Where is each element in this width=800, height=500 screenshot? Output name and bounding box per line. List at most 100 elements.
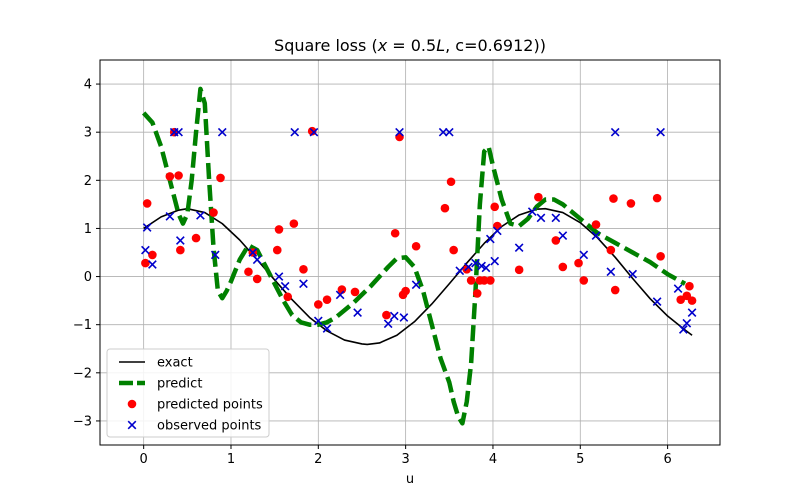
predicted-points-marker (656, 252, 665, 261)
predicted-points-marker (652, 193, 662, 203)
predicted-points-marker (289, 219, 299, 228)
observed-points-marker (299, 279, 308, 289)
predicted-points-marker (244, 267, 253, 277)
predicted-points-marker (685, 281, 694, 291)
predicted-points-marker (490, 202, 500, 212)
predicted-points-marker (606, 245, 616, 255)
observed-points-marker (389, 311, 399, 321)
predicted-points-marker (493, 221, 502, 231)
series-group (141, 86, 697, 426)
observed-points-marker (673, 284, 683, 293)
y-tick-label: 3 (84, 126, 92, 141)
y-tick-label: 4 (84, 78, 92, 93)
observed-points-marker (591, 231, 601, 241)
x-tick-label: 0 (140, 452, 148, 467)
observed-points-marker (196, 211, 205, 220)
observed-points-marker (656, 127, 665, 137)
predicted-points-marker (382, 310, 391, 320)
observed-points-marker (444, 127, 454, 137)
title-part-suffix: , c=0.6912)) (445, 36, 546, 55)
observed-points-marker (175, 236, 185, 245)
observed-points-marker (383, 319, 393, 329)
observed-points-marker (471, 258, 480, 268)
title-part-x-var: x (377, 36, 388, 55)
predicted-points-marker (472, 289, 482, 298)
observed-points-marker (551, 213, 561, 223)
observed-points-marker (477, 261, 486, 271)
predicted-points-marker (514, 265, 524, 275)
x-tick-label: 6 (663, 452, 671, 467)
title-part-eq: = 0.5 (387, 36, 436, 55)
predicted-points-marker (687, 296, 697, 305)
observed-points-marker (687, 308, 697, 318)
predicted-points-marker (609, 194, 618, 203)
observed-points-marker (252, 255, 262, 265)
axis-ticks: 0 1 2 3 4 5 6 −3 −2 −1 0 1 2 3 4 (73, 78, 672, 467)
predicted-points-marker (176, 245, 185, 255)
observed-points-marker (141, 245, 150, 255)
predicted-points-marker (486, 276, 495, 285)
predicted-points-marker (401, 286, 410, 296)
legend-label-predicted-points: predicted points (157, 398, 263, 413)
predicted-points-marker (676, 295, 686, 304)
predicted-points-marker (591, 220, 601, 229)
legend-label-observed-points: observed points (157, 419, 262, 434)
observed-points-marker (142, 223, 152, 232)
observed-points-marker (309, 127, 319, 137)
predicted-points-marker (390, 228, 400, 238)
observed-points-marker (165, 212, 175, 221)
predicted-points-marker (209, 208, 218, 217)
exact-line (143, 207, 693, 346)
observed-points-marker (335, 290, 345, 300)
observed-points-marker (481, 263, 491, 273)
x-tick-label: 4 (489, 452, 497, 467)
observed-points-marker (455, 266, 465, 276)
y-tick-label: −1 (73, 318, 92, 333)
observed-points-marker (485, 234, 495, 244)
observed-points-marker (579, 250, 589, 260)
observed-points-marker (290, 127, 300, 137)
observed-points-marker (490, 256, 500, 266)
predicted-points-marker (574, 258, 583, 268)
x-tick-label: 2 (314, 452, 322, 467)
x-tick-label: 1 (227, 452, 235, 467)
predicted-points-marker (449, 245, 458, 255)
y-tick-label: −3 (73, 414, 92, 429)
plot-frame (99, 59, 721, 446)
predicted-points-marker (252, 274, 262, 284)
y-tick-label: 0 (84, 270, 92, 285)
observed-points-marker (411, 280, 421, 290)
predicted-points-marker (174, 171, 183, 180)
title-part-prefix: Square loss ( (274, 36, 378, 55)
predicted-points-marker (148, 250, 157, 260)
observed-points-marker (492, 226, 502, 236)
observed-points-marker (248, 248, 258, 257)
observed-points-marker (682, 318, 692, 328)
predict-line (141, 86, 687, 426)
predicted-points-marker (626, 199, 636, 208)
predicted-points-marker (446, 177, 456, 187)
predicted-points-marker (142, 199, 152, 208)
observed-points-marker (274, 272, 284, 281)
observed-points-marker (217, 127, 227, 137)
predicted-points-marker (610, 285, 620, 295)
predicted-points-marker (551, 236, 561, 245)
observed-points-marker (628, 269, 638, 279)
legend: exact predict predicted points observed poi… (106, 348, 270, 438)
observed-points-marker (652, 297, 662, 306)
observed-points-marker (610, 127, 620, 137)
observed-points-marker (464, 262, 473, 272)
x-tick-label: 5 (576, 452, 584, 467)
observed-points-marker (313, 316, 323, 326)
observed-points-marker (399, 313, 409, 322)
predicted-points-marker (440, 203, 450, 213)
y-tick-label: −2 (73, 366, 92, 381)
predicted-points-marker (322, 295, 332, 304)
predicted-points-marker (191, 233, 201, 243)
legend-label-predict: predict (157, 377, 202, 392)
x-tick-label: 3 (401, 452, 409, 467)
observed-points-marker (678, 325, 688, 334)
legend-label-exact: exact (157, 356, 193, 371)
legend-swatch-predicted-points (127, 399, 137, 409)
